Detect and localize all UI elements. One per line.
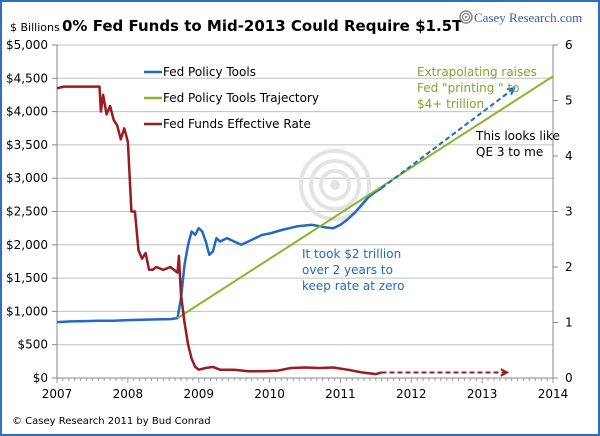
brand-text: Casey Research.com [474, 10, 582, 25]
y2-tick-label: 3 [565, 205, 573, 219]
x-tick-label: 2012 [396, 387, 427, 401]
annotation-line: QE 3 to me [476, 145, 543, 159]
y2-tick-label: 1 [565, 316, 573, 330]
x-tick-label: 2007 [42, 387, 73, 401]
annotation-line: It took $2 trillion [302, 247, 401, 261]
legend-label-fed-funds-rate: Fed Funds Effective Rate [163, 117, 311, 131]
series-lines [56, 75, 554, 377]
y-axis-unit-label: $ Billions [10, 21, 60, 34]
annotation-line: keep rate at zero [302, 279, 404, 293]
y-tick-label: $4,500 [6, 71, 48, 85]
series-line-fed-funds-effective-rate [56, 85, 382, 376]
x-tick-label: 2010 [254, 387, 285, 401]
y-tick-label: $4,000 [6, 105, 48, 119]
y2-tick-label: 4 [565, 149, 573, 163]
y-tick-label: $2,500 [6, 205, 48, 219]
legend: Fed Policy Tools Fed Policy Tools Trajec… [144, 65, 319, 131]
annotation-two-trillion: It took $2 trillion over 2 years to keep… [302, 247, 404, 293]
legend-label-fed-policy-tools: Fed Policy Tools [163, 65, 256, 79]
annotation-qe3: This looks like QE 3 to me [475, 129, 560, 159]
projection-line [380, 87, 515, 189]
casey-logo-icon [459, 10, 473, 24]
y-tick-label: $3,000 [6, 171, 48, 185]
brand-logo: Casey Research.com [459, 10, 582, 25]
axes: $0 $500 $1,000 $1,500 $2,000 $2,500 $3,000 $3,5… [6, 38, 573, 401]
annotation-line: over 2 years to [302, 263, 393, 277]
copyright-credit: © Casey Research 2011 by Bud Conrad [12, 416, 211, 427]
y-tick-label: $5,000 [6, 38, 48, 52]
annotation-line: Fed "printing " to [417, 81, 520, 95]
chart-title: 0% Fed Funds to Mid-2013 Could Require $… [62, 17, 463, 35]
projection-arrowhead-icon [500, 368, 510, 377]
y-tick-label: $3,500 [6, 138, 48, 152]
gridlines [57, 44, 553, 346]
y-tick-label: $0 [33, 371, 48, 385]
legend-label-trajectory: Fed Policy Tools Trajectory [163, 91, 319, 105]
series-line-fed-policy-tools [56, 187, 383, 324]
y2-tick-label: 6 [565, 38, 573, 52]
x-tick-label: 2014 [538, 387, 569, 401]
y2-tick-label: 5 [565, 94, 573, 108]
projection-arrowhead-icon [506, 87, 516, 96]
x-tick-label: 2011 [325, 387, 356, 401]
x-tick-label: 2009 [183, 387, 214, 401]
x-tick-label: 2008 [113, 387, 144, 401]
annotation-line: Extrapolating raises [417, 65, 537, 79]
annotation-line: This looks like [475, 129, 560, 143]
x-tick-label: 2013 [467, 387, 498, 401]
y-tick-label: $500 [17, 338, 48, 352]
y2-tick-label: 2 [565, 260, 573, 274]
series-line-fed-policy-tools-trajectory [176, 75, 554, 319]
annotation-line: $4+ trillion [417, 97, 484, 111]
y-tick-label: $1,000 [6, 304, 48, 318]
y-tick-label: $2,000 [6, 238, 48, 252]
y-tick-label: $1,500 [6, 271, 48, 285]
annotation-extrapolating: Extrapolating raises Fed "printing " to … [417, 65, 537, 111]
watermark-logo-icon [299, 149, 371, 221]
y2-tick-label: 0 [565, 371, 573, 385]
